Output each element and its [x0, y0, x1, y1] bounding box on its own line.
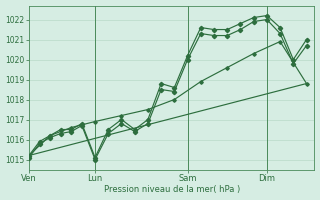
X-axis label: Pression niveau de la mer( hPa ): Pression niveau de la mer( hPa ) [104, 185, 240, 194]
